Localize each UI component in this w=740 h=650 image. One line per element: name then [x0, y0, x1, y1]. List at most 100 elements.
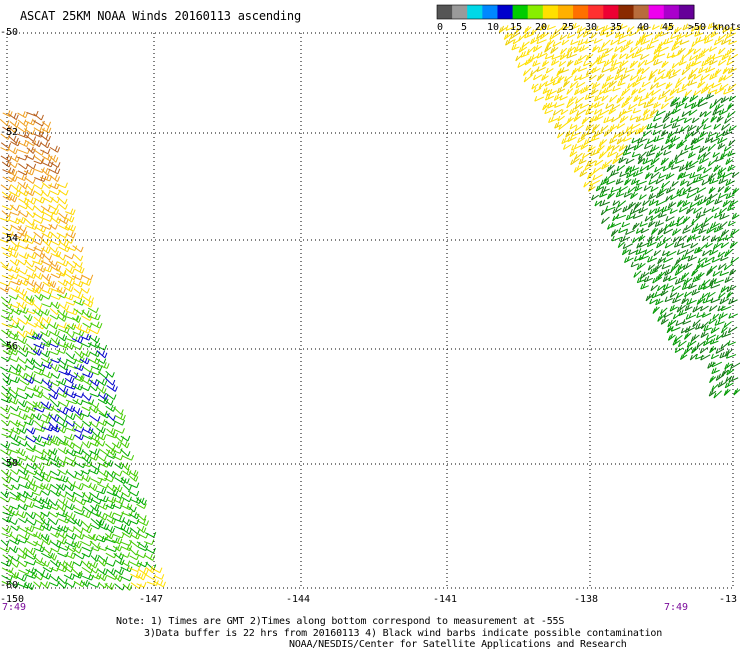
wind-barb [16, 511, 27, 519]
wind-barb [66, 582, 76, 588]
wind-barb [41, 546, 53, 554]
wind-barb [611, 145, 620, 151]
wind-barb [614, 45, 623, 53]
wind-barb [57, 391, 68, 398]
wind-barb [135, 497, 147, 506]
wind-barb [33, 239, 43, 246]
wind-barb [88, 483, 98, 492]
wind-barb [566, 116, 575, 124]
wind-barb [727, 66, 737, 74]
wind-barb [546, 39, 555, 48]
wind-barb [682, 200, 691, 207]
wind-barb [48, 322, 59, 330]
wind-barb [63, 512, 76, 520]
wind-barb [686, 340, 697, 348]
wind-barb [721, 123, 731, 131]
wind-barb [677, 340, 687, 348]
wind-barb [724, 185, 732, 193]
wind-barb [498, 25, 507, 33]
wind-barb [641, 66, 650, 75]
wind-barb [79, 326, 91, 334]
wind-barb [718, 221, 728, 230]
wind-barb [683, 346, 693, 355]
wind-barb [669, 292, 678, 298]
wind-barb [622, 243, 633, 250]
wind-barb [73, 579, 86, 588]
wind-barb [585, 123, 595, 131]
wind-barb [25, 567, 37, 575]
wind-barb [97, 568, 108, 576]
wind-barb [619, 115, 629, 124]
wind-barb [660, 102, 669, 110]
wind-barb [547, 101, 556, 109]
legend-swatch [467, 5, 483, 19]
wind-barb [545, 67, 554, 74]
wind-barb [557, 75, 565, 83]
wind-barb [40, 483, 52, 491]
wind-barb [730, 362, 740, 369]
wind-barb [153, 574, 165, 580]
wind-barb [556, 86, 566, 94]
wind-barb [678, 59, 687, 66]
wind-barb [96, 535, 107, 543]
wind-barb [707, 291, 716, 298]
wind-barb [105, 392, 117, 400]
wind-barb [705, 66, 716, 73]
wind-barb [611, 116, 621, 123]
wind-barb [73, 483, 84, 491]
wind-barb [31, 302, 43, 311]
wind-barb [589, 180, 601, 186]
wind-barb [622, 205, 631, 213]
wind-barb [709, 375, 717, 384]
wind-barb [617, 241, 625, 248]
wind-barb [685, 312, 697, 320]
wind-barb [685, 207, 694, 215]
wind-barb [509, 31, 520, 40]
wind-barb [593, 94, 603, 102]
wind-barb [33, 463, 45, 472]
wind-barb [674, 158, 685, 165]
wind-barb [576, 26, 587, 34]
wind-barb [594, 108, 603, 115]
wind-barb [695, 262, 703, 271]
wind-barb [23, 490, 34, 498]
wind-barb [672, 296, 681, 304]
wind-barb [136, 518, 149, 526]
wind-barb [96, 378, 108, 387]
wind-barb [714, 23, 723, 31]
wind-barb [112, 471, 123, 477]
wind-barb [81, 526, 93, 534]
wind-barb [8, 302, 21, 309]
wind-barb [42, 197, 54, 203]
wind-barb [610, 39, 620, 46]
wind-barb [612, 85, 621, 92]
wind-barb [17, 119, 29, 128]
wind-barb [73, 491, 86, 498]
wind-barb [725, 192, 735, 200]
wind-barb [9, 510, 19, 516]
wind-barb [724, 234, 734, 241]
wind-barb [663, 149, 672, 156]
wind-barb [644, 172, 652, 180]
wind-barb [16, 324, 25, 331]
wind-barb [8, 434, 19, 442]
wind-barb [80, 511, 92, 519]
wind-barb [113, 523, 127, 531]
wind-barb [55, 510, 68, 518]
wind-barb [0, 154, 13, 162]
wind-barb [1, 457, 12, 464]
wind-barb [65, 266, 75, 275]
wind-barb [72, 560, 83, 567]
wind-barb [34, 282, 45, 290]
wind-barb [710, 353, 720, 360]
wind-barb [663, 312, 673, 318]
wind-barb [629, 207, 640, 215]
wind-barb [609, 136, 618, 144]
wind-barb [702, 249, 712, 257]
wind-barb [725, 31, 736, 39]
wind-barb [590, 149, 600, 157]
wind-barb [50, 294, 62, 300]
wind-barb [561, 23, 570, 31]
wind-barb [573, 114, 581, 122]
wind-barb [711, 257, 721, 263]
